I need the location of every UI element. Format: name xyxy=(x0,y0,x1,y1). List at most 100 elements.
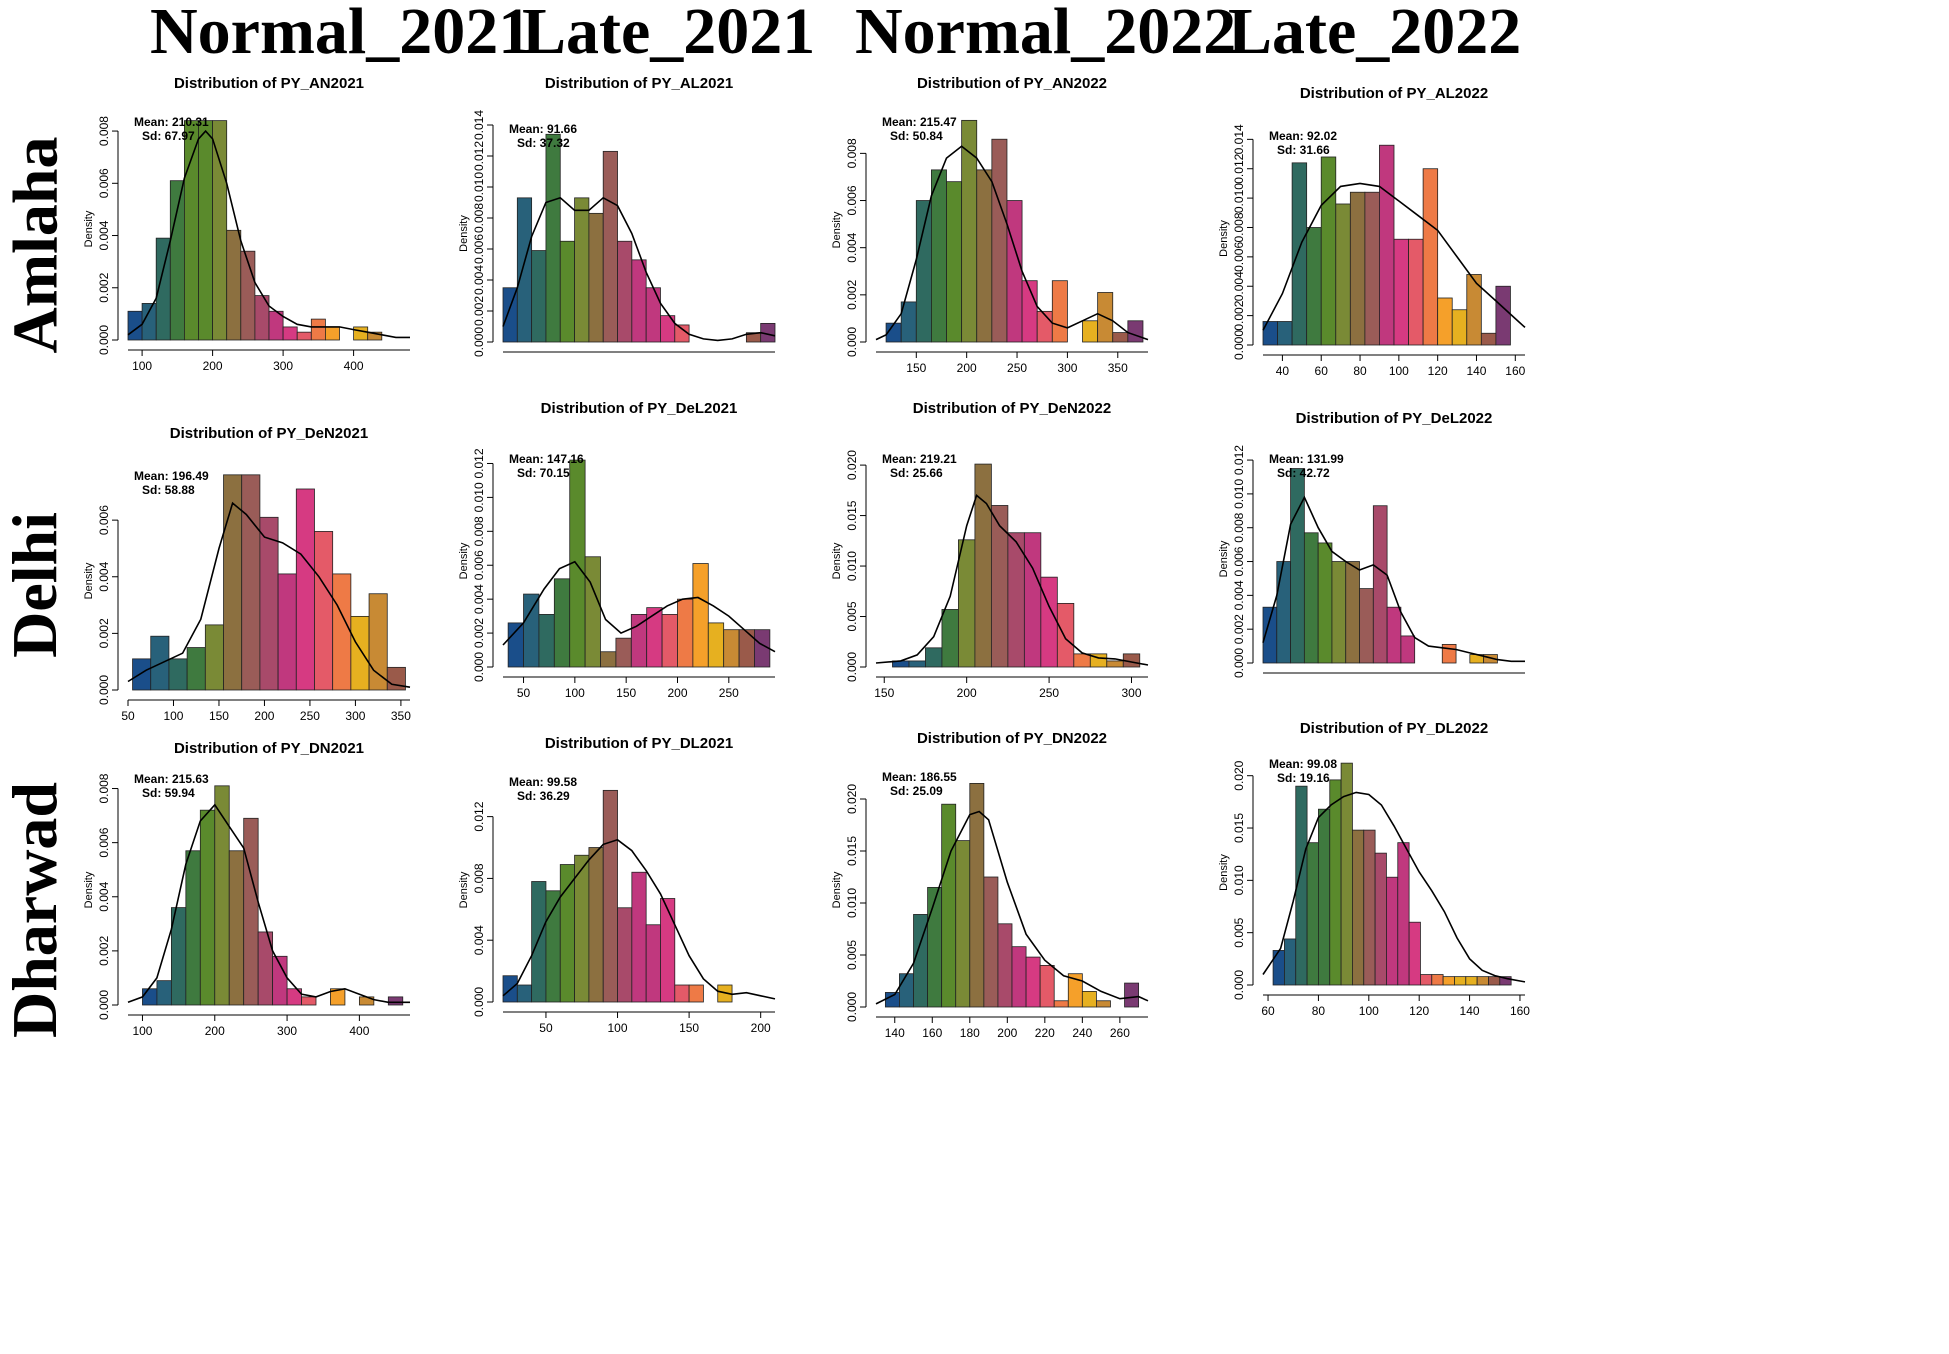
y-tick-label: 0.006 xyxy=(97,827,111,857)
histogram-bar xyxy=(330,988,346,1006)
histogram-bar xyxy=(1306,227,1322,346)
chart-title: Distribution of PY_DL2021 xyxy=(545,735,733,752)
histogram-bar xyxy=(688,984,704,1003)
histogram-bar xyxy=(1364,191,1380,346)
row-header-amlaha: Amlaha xyxy=(0,80,70,410)
histogram-bar xyxy=(1408,921,1421,986)
histogram-bar xyxy=(1025,956,1041,1008)
density-curve xyxy=(875,810,1149,1005)
y-tick-label: 0.005 xyxy=(1232,917,1246,947)
y-tick-label: 0.002 xyxy=(845,280,859,310)
sd-annotation: Sd: 25.66 xyxy=(890,466,943,480)
y-tick-label: 0.004 xyxy=(97,881,111,911)
column-header-late-2021: Late_2021 xyxy=(522,0,816,68)
x-tick-label: 200 xyxy=(254,709,274,723)
histogram-bar xyxy=(961,119,978,343)
histogram-panel-7: Distribution of PY_DeN2022 0.000 0.005 0.01… xyxy=(831,400,1149,700)
histogram-bar xyxy=(1303,532,1319,664)
histogram-bar xyxy=(588,847,604,1003)
y-tick-label: 0.000 xyxy=(1232,970,1246,1000)
y-tick-label: 0.004 xyxy=(97,220,111,250)
histogram-bar xyxy=(925,647,943,668)
histogram-bar xyxy=(646,607,663,668)
mean-annotation: Mean: 215.63 xyxy=(134,772,209,786)
histogram-bar xyxy=(1082,320,1099,343)
histogram-bar xyxy=(368,593,388,691)
density-curve xyxy=(127,129,410,339)
y-axis-label: Density xyxy=(1218,220,1230,257)
x-tick-label: 300 xyxy=(277,1024,297,1038)
y-tick-label: 0.000 xyxy=(472,652,486,682)
mean-annotation: Mean: 99.58 xyxy=(509,775,577,789)
y-tick-label: 0.000 xyxy=(97,675,111,705)
histogram-bar xyxy=(1400,635,1416,664)
density-curve xyxy=(875,494,1149,666)
histogram-bar xyxy=(169,180,185,341)
histogram-panel-9: Distribution of PY_DN2021 0.000 0.002 0.004… xyxy=(83,740,410,1038)
histogram-bar xyxy=(1393,238,1409,346)
histogram-bar xyxy=(588,212,604,343)
histogram-bar xyxy=(1476,976,1489,986)
chart-title: Distribution of PY_DeN2021 xyxy=(170,425,368,442)
chart-title: Distribution of PY_AN2022 xyxy=(917,75,1107,92)
x-tick-label: 400 xyxy=(344,359,364,373)
row-header-dharwad-text: Dharwad xyxy=(0,781,70,1039)
density-curve xyxy=(1262,495,1525,663)
x-tick-label: 260 xyxy=(1110,1026,1130,1040)
density-curve xyxy=(1262,791,1526,983)
histogram-panel-8: Distribution of PY_DeL2022 0.000 0.002 0.00… xyxy=(1218,410,1525,678)
x-tick-label: 140 xyxy=(1460,1004,1480,1018)
y-tick-label: 0.004 xyxy=(472,584,486,614)
histogram-bar xyxy=(531,250,547,343)
histogram-bar xyxy=(1318,808,1331,986)
x-tick-label: 160 xyxy=(1505,364,1525,378)
histogram-bar xyxy=(1483,654,1498,664)
x-tick-label: 300 xyxy=(273,359,293,373)
histogram-bar xyxy=(1023,532,1042,668)
histogram-bar xyxy=(523,593,540,668)
y-tick-label: 0.000 xyxy=(472,327,486,357)
y-tick-label: 0.012 xyxy=(1232,445,1246,475)
mean-annotation: Mean: 92.02 xyxy=(1269,129,1337,143)
chart-title: Distribution of PY_DL2022 xyxy=(1300,720,1488,737)
histogram-bar xyxy=(660,898,676,1003)
histogram-bar xyxy=(983,876,999,1008)
x-tick-label: 100 xyxy=(132,359,152,373)
chart-title: Distribution of PY_AN2021 xyxy=(174,75,364,92)
x-tick-label: 160 xyxy=(922,1026,942,1040)
y-tick-label: 0.008 xyxy=(1232,512,1246,542)
histogram-bar xyxy=(226,229,242,341)
mean-annotation: Mean: 210.31 xyxy=(134,115,209,129)
histogram-bar xyxy=(574,854,590,1003)
density-curve xyxy=(502,196,776,342)
x-tick-label: 100 xyxy=(1359,1004,1379,1018)
x-tick-label: 300 xyxy=(345,709,365,723)
x-tick-label: 180 xyxy=(960,1026,980,1040)
density-curve xyxy=(1262,182,1526,331)
histogram-bar xyxy=(516,197,533,343)
sd-annotation: Sd: 37.32 xyxy=(517,136,570,150)
histogram-bar xyxy=(350,615,370,691)
histogram-bar xyxy=(931,169,947,343)
histogram-bar xyxy=(353,326,369,341)
histogram-bar xyxy=(1053,1000,1069,1008)
histogram-bar xyxy=(1454,976,1467,986)
x-tick-label: 40 xyxy=(1276,364,1290,378)
mean-annotation: Mean: 91.66 xyxy=(509,122,577,136)
histogram-bar xyxy=(185,850,201,1006)
histogram-bar xyxy=(1386,876,1399,986)
y-tick-label: 0.002 xyxy=(1232,300,1246,330)
histogram-bar xyxy=(142,988,158,1006)
x-tick-label: 350 xyxy=(391,709,411,723)
y-tick-label: 0.004 xyxy=(1232,580,1246,610)
x-tick-label: 150 xyxy=(616,686,636,700)
row-header-delhi: Delhi xyxy=(0,420,70,750)
y-tick-label: 0.012 xyxy=(472,801,486,831)
histogram-bar xyxy=(259,516,279,691)
histogram-bar xyxy=(1331,561,1347,664)
histogram-bar xyxy=(1352,829,1365,986)
histogram-bar xyxy=(884,992,900,1008)
histogram-panel-11: Distribution of PY_DN2022 0.000 0.005 0.010… xyxy=(831,730,1149,1040)
x-tick-label: 50 xyxy=(539,1021,553,1035)
x-tick-label: 100 xyxy=(1389,364,1409,378)
